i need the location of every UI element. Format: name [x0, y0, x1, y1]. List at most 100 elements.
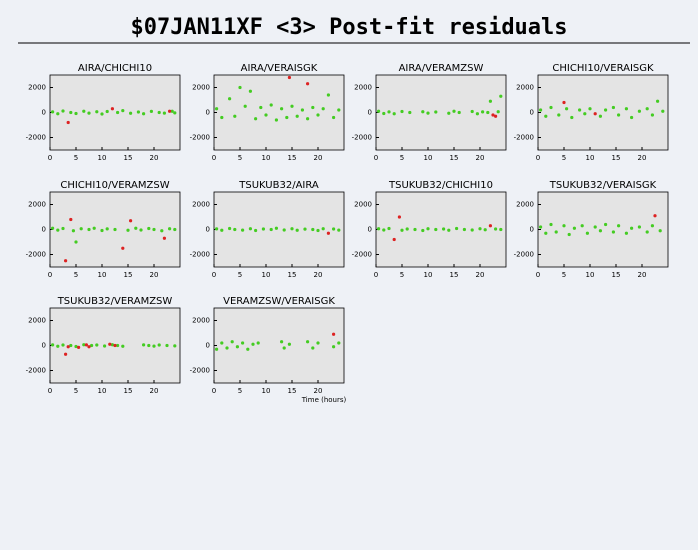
y-tick-label: 2000	[516, 84, 534, 92]
data-point	[578, 108, 582, 112]
data-point	[285, 115, 289, 120]
data-point	[168, 227, 172, 231]
y-tick-label: -2000	[514, 134, 534, 142]
data-point	[170, 109, 174, 113]
x-tick-label: 20	[638, 271, 647, 279]
data-point	[282, 346, 286, 350]
data-point	[139, 228, 143, 232]
data-point	[129, 111, 133, 115]
data-point	[624, 107, 629, 111]
data-point	[630, 115, 634, 120]
data-point	[66, 120, 70, 125]
data-point	[611, 230, 616, 234]
data-point	[650, 224, 655, 228]
y-tick-label: -2000	[26, 134, 46, 142]
data-point	[147, 226, 151, 231]
data-point	[452, 109, 456, 113]
x-tick-label: 10	[98, 387, 107, 395]
data-point	[66, 345, 70, 349]
data-point	[442, 227, 446, 231]
x-tick-label: 20	[314, 271, 323, 279]
y-tick-label: -2000	[190, 251, 210, 259]
panel-title: AIRA/VERAMZSW	[399, 63, 484, 74]
data-point	[220, 115, 224, 120]
data-point	[243, 104, 247, 108]
data-point	[457, 110, 461, 115]
data-point	[71, 229, 75, 233]
data-point	[51, 110, 55, 114]
data-point	[162, 236, 166, 240]
x-tick-label: 10	[262, 154, 271, 162]
y-tick-label: 0	[42, 342, 46, 350]
data-point	[121, 246, 125, 250]
data-point	[321, 227, 325, 231]
data-point	[645, 107, 649, 111]
data-point	[397, 215, 401, 219]
data-point	[557, 113, 561, 117]
x-tick-label: 5	[74, 154, 78, 162]
panel-title: CHICHI10/VERAISGK	[552, 63, 654, 74]
data-point	[421, 110, 425, 114]
data-point	[637, 225, 642, 229]
x-tick-label: 10	[98, 271, 107, 279]
data-point	[173, 111, 177, 115]
data-point	[447, 111, 451, 115]
data-point	[624, 231, 629, 235]
x-tick-label: 20	[150, 387, 159, 395]
x-tick-label: 0	[48, 387, 52, 395]
data-point	[248, 89, 252, 93]
data-point	[74, 240, 78, 244]
data-point	[488, 224, 492, 228]
panel-title: TSUKUB32/CHICHI10	[388, 180, 493, 191]
x-tick-label: 15	[124, 154, 133, 162]
panel-title: AIRA/CHICHI10	[78, 63, 152, 74]
data-point	[264, 113, 268, 117]
y-tick-label: -2000	[352, 134, 372, 142]
data-point	[149, 109, 153, 113]
x-tick-label: 15	[124, 271, 133, 279]
data-point	[61, 343, 65, 347]
data-point	[56, 112, 60, 116]
x-tick-label: 10	[262, 387, 271, 395]
data-point	[496, 110, 500, 114]
data-point	[269, 227, 273, 232]
data-point	[69, 343, 73, 348]
data-point	[392, 237, 396, 242]
data-point	[69, 217, 73, 222]
data-point	[95, 110, 99, 114]
x-tick-label: 5	[74, 271, 78, 279]
data-point	[110, 107, 114, 111]
plot-area	[537, 74, 669, 151]
data-point	[230, 340, 234, 344]
y-tick-label: 2000	[28, 317, 46, 325]
data-point	[90, 343, 94, 348]
data-point	[287, 75, 291, 80]
data-point	[572, 226, 577, 230]
data-point	[152, 227, 156, 232]
y-tick-label: 2000	[28, 201, 46, 209]
data-point	[377, 109, 381, 113]
data-point	[588, 107, 592, 111]
data-point	[617, 224, 621, 228]
data-point	[326, 93, 330, 97]
data-point	[494, 114, 498, 118]
plot-area	[375, 74, 507, 151]
y-tick-label: 0	[42, 109, 46, 117]
data-point	[311, 105, 315, 110]
data-point	[116, 343, 120, 348]
y-tick-label: -2000	[190, 134, 210, 142]
panel-title: TSUKUB32/VERAMZSW	[57, 296, 173, 307]
data-point	[82, 343, 86, 347]
data-point	[481, 110, 485, 114]
x-tick-label: 5	[238, 154, 242, 162]
data-point	[241, 341, 245, 345]
data-point	[134, 226, 138, 230]
data-point	[470, 228, 474, 232]
data-point	[637, 109, 642, 113]
data-point	[539, 108, 543, 112]
data-point	[241, 228, 245, 232]
x-axis-label: Time (hours)	[301, 396, 347, 404]
data-point	[290, 104, 294, 108]
data-point	[51, 343, 55, 347]
data-point	[173, 227, 177, 232]
